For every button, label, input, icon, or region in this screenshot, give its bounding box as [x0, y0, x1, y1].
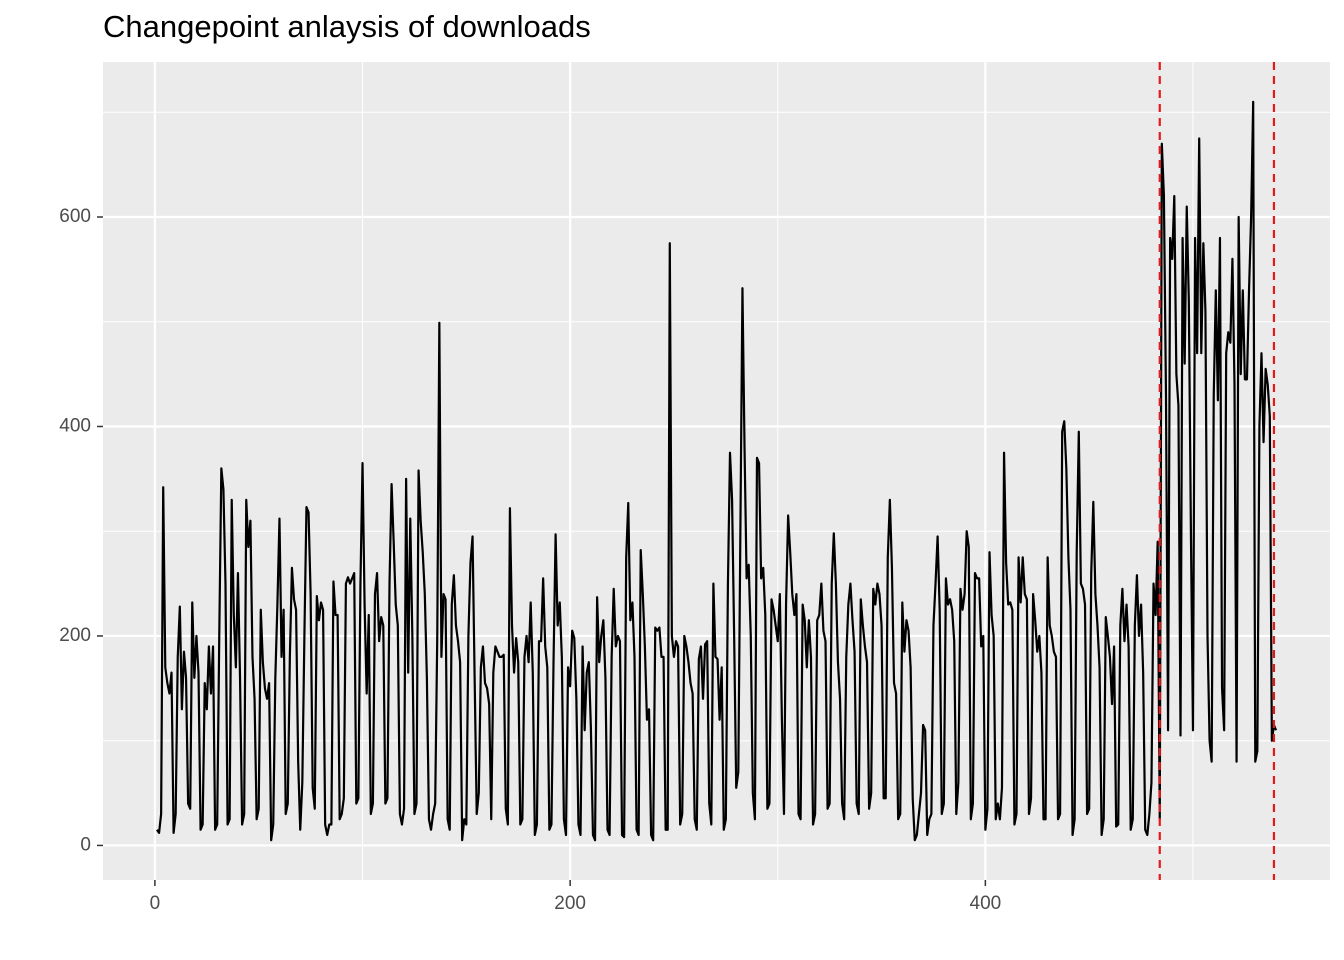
- x-tick-label: 200: [554, 893, 586, 914]
- x-tick-label: 0: [150, 893, 161, 914]
- x-tick-label: 400: [970, 893, 1002, 914]
- y-tick-label: 200: [59, 625, 91, 646]
- panel: [103, 62, 1330, 880]
- y-tick-label: 400: [59, 416, 91, 437]
- chart-title: Changepoint anlaysis of downloads: [103, 9, 591, 44]
- data-line: [156, 100, 1278, 842]
- y-tick-label: 600: [59, 206, 91, 227]
- y-tick-label: 0: [80, 834, 91, 855]
